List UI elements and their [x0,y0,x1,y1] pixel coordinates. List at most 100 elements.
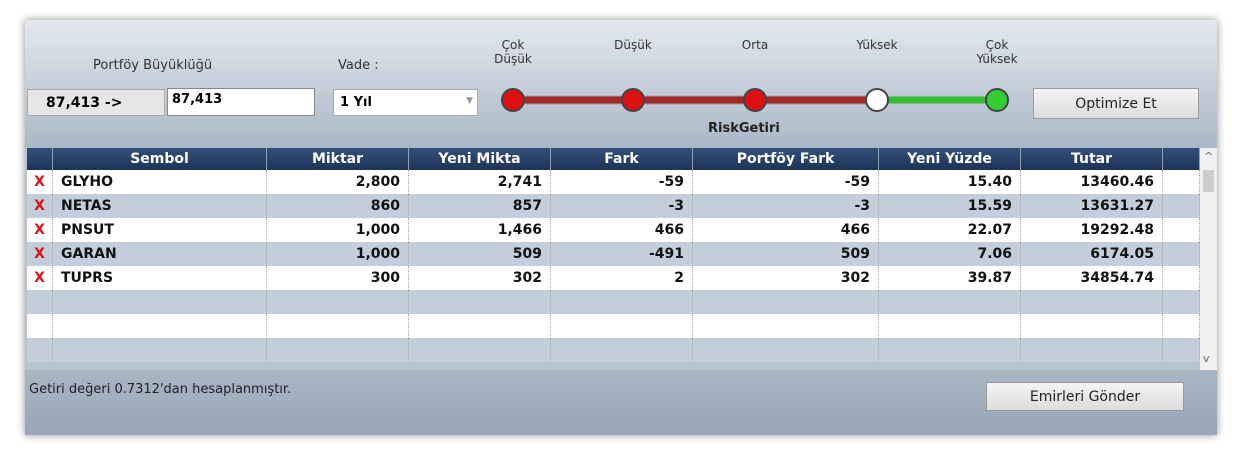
table-cell [27,314,53,338]
table-row [27,338,1200,362]
footer-note: Getiri değeri 0.7312'dan hesaplanmıştır. [29,382,291,397]
table-cell: 6174.05 [1021,242,1163,266]
table-cell: 15.40 [879,170,1021,194]
dropdown-arrow: ▼ [466,96,473,106]
remove-row[interactable]: X [27,170,53,194]
table-cell: 509 [693,242,879,266]
remove-row[interactable]: X [27,218,53,242]
risk-knob[interactable] [866,89,888,111]
page: Portföy Büyüklüğü Vade : 87,413 -> 87,41… [0,0,1247,455]
column-header: Sembol [53,148,267,170]
table-cell: -491 [551,242,693,266]
table-cell [1163,290,1200,314]
table-cell [551,290,693,314]
table-cell [267,338,409,362]
table-row [27,314,1200,338]
risk-knob[interactable] [744,89,766,111]
table-cell: 39.87 [879,266,1021,290]
remove-row[interactable]: X [27,266,53,290]
table-cell [27,338,53,362]
table-cell [879,314,1021,338]
vade-label: Vade : [338,58,379,73]
column-header [27,148,53,170]
table-cell [693,290,879,314]
table-cell [267,314,409,338]
risk-level-label: Çok Düşük [483,38,543,66]
table-cell [409,290,551,314]
portfolio-label: Portföy Büyüklüğü [93,58,212,73]
table-cell [1021,290,1163,314]
table-cell: 1,000 [267,218,409,242]
scrollbar[interactable]: ^ v [1200,148,1217,370]
table-cell [1163,266,1200,290]
risk-slider[interactable] [495,86,1015,116]
table-cell: 15.59 [879,194,1021,218]
scroll-thumb[interactable] [1203,170,1214,192]
window: Portföy Büyüklüğü Vade : 87,413 -> 87,41… [25,20,1217,435]
table-cell [551,338,693,362]
table-cell [1163,218,1200,242]
table-cell: -3 [693,194,879,218]
column-header: Yeni Mikta [409,148,551,170]
risk-level-label: Yüksek [847,38,907,52]
risk-knob[interactable] [986,89,1008,111]
table-cell: 466 [693,218,879,242]
table-cell: -3 [551,194,693,218]
table-cell [409,314,551,338]
table-cell [53,290,267,314]
table-cell [409,338,551,362]
column-header: Fark [551,148,693,170]
optimize-button[interactable]: Optimize Et [1033,88,1199,119]
risk-level-label: Orta [725,38,785,52]
table-cell: 19292.48 [1021,218,1163,242]
column-header: Yeni Yüzde [879,148,1021,170]
table-cell: 7.06 [879,242,1021,266]
table-cell [53,338,267,362]
table-cell: 302 [693,266,879,290]
table-cell [1163,194,1200,218]
column-header [1163,148,1200,170]
bottom-panel: Getiri değeri 0.7312'dan hesaplanmıştır.… [25,370,1217,435]
table-cell [1021,314,1163,338]
table-cell [53,314,267,338]
scroll-down[interactable]: v [1203,352,1210,365]
table-cell: -59 [693,170,879,194]
risk-knob[interactable] [622,89,644,111]
table-cell: 857 [409,194,551,218]
column-header: Miktar [267,148,409,170]
table-cell: 2,800 [267,170,409,194]
select-text: 1 Yıl [340,95,372,110]
remove-row[interactable]: X [27,242,53,266]
portfolio-value: 87,413 -> [27,89,165,116]
table-row [27,290,1200,314]
remove-row[interactable]: X [27,194,53,218]
table-cell [551,314,693,338]
table-cell: 466 [551,218,693,242]
table-cell [879,290,1021,314]
table-cell: 2,741 [409,170,551,194]
send-button[interactable]: Emirleri Gönder [986,382,1184,411]
table-cell [27,290,53,314]
table-cell: 509 [409,242,551,266]
table-cell [693,338,879,362]
table-cell: 1,000 [267,242,409,266]
scroll-up[interactable]: ^ [1204,150,1213,163]
table-cell [1163,338,1200,362]
risk-knob[interactable] [502,89,524,111]
table-cell: 302 [409,266,551,290]
table-cell: 13631.27 [1021,194,1163,218]
table-cell: 2 [551,266,693,290]
table-cell: 22.07 [879,218,1021,242]
portfolio-input[interactable]: 87,413 [167,88,315,116]
table-cell [693,314,879,338]
table-cell: TUPRS [53,266,267,290]
table-cell: 300 [267,266,409,290]
table-cell [1163,242,1200,266]
vade-select[interactable]: 1 Yıl ▼ [333,89,478,116]
